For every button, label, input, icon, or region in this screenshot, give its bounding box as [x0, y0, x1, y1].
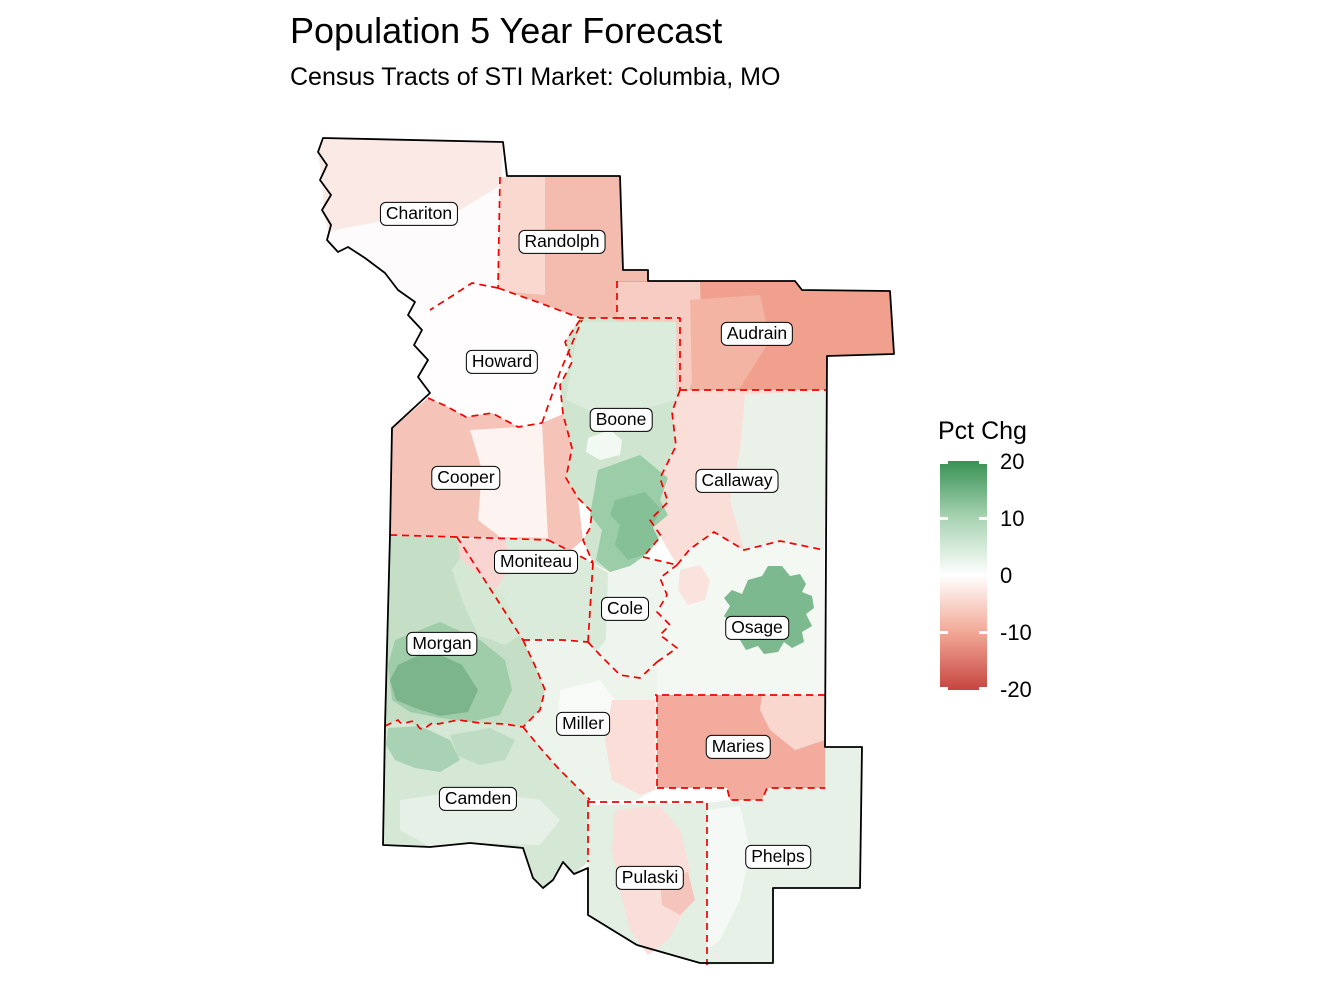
- legend-tick-mark: [940, 631, 948, 634]
- tract-shade-callaway-east: [730, 390, 827, 550]
- county-label-callaway: Callaway: [695, 468, 779, 494]
- county-label-chariton: Chariton: [379, 201, 459, 227]
- legend-tick-label: 10: [1000, 506, 1025, 531]
- legend-tick-mark: [940, 517, 948, 520]
- page-title: Population 5 Year Forecast: [290, 10, 723, 51]
- legend-tick-mark: [940, 574, 948, 577]
- county-label-miller: Miller: [556, 711, 610, 737]
- legend-tick-mark: [979, 574, 987, 577]
- tract-shade-cole-west: [588, 565, 608, 652]
- legend-tick-mark: [940, 461, 948, 464]
- county-label-cooper: Cooper: [431, 465, 501, 491]
- legend-colorbar: [940, 461, 987, 690]
- legend-tick-mark: [979, 517, 987, 520]
- legend-tick-mark: [979, 687, 987, 690]
- legend-tick-mark: [940, 687, 948, 690]
- county-label-boone: Boone: [589, 407, 653, 433]
- legend-tick-label: 0: [1000, 563, 1013, 588]
- county-label-audrain: Audrain: [720, 321, 794, 347]
- legend-tick-mark: [979, 631, 987, 634]
- county-label-osage: Osage: [725, 615, 789, 641]
- county-label-howard: Howard: [465, 349, 539, 375]
- tract-shade-osage-pink: [678, 565, 710, 605]
- tract-shade-maries-ne: [760, 695, 825, 750]
- tract-shade-morgan-dark: [390, 650, 478, 716]
- county-boundaries: [384, 176, 827, 965]
- county-label-morgan: Morgan: [406, 631, 478, 657]
- tract-shade-boone-dark: [610, 492, 662, 560]
- county-label-cole: Cole: [601, 596, 649, 622]
- market-boundary: [317, 137, 895, 964]
- tract-shade-phelps-west: [707, 806, 750, 950]
- tract-shade-boone-white: [586, 430, 622, 460]
- tract-shade-cooper-east: [470, 423, 548, 538]
- county-label-pulaski: Pulaski: [615, 865, 685, 891]
- county-label-maries: Maries: [705, 734, 771, 760]
- legend-tick-label: 20: [1000, 449, 1025, 474]
- legend-tick-mark: [979, 461, 987, 464]
- county-label-phelps: Phelps: [745, 844, 811, 870]
- legend-tick-label: -20: [1000, 677, 1032, 702]
- legend-title: Pct Chg: [938, 417, 1027, 445]
- legend-tick-label: -10: [1000, 620, 1032, 645]
- tract-shade-boone-north: [566, 322, 676, 415]
- county-label-randolph: Randolph: [518, 229, 606, 255]
- county-label-camden: Camden: [438, 786, 518, 812]
- tract-shade-morgan-ne: [452, 558, 520, 645]
- tract-shade-miller-east-pink: [605, 700, 655, 795]
- tract-shade-camden-dark: [386, 726, 460, 772]
- county-label-moniteau: Moniteau: [494, 549, 578, 575]
- page-subtitle: Census Tracts of STI Market: Columbia, M…: [290, 63, 781, 91]
- tract-shade-camden-mid: [450, 728, 515, 765]
